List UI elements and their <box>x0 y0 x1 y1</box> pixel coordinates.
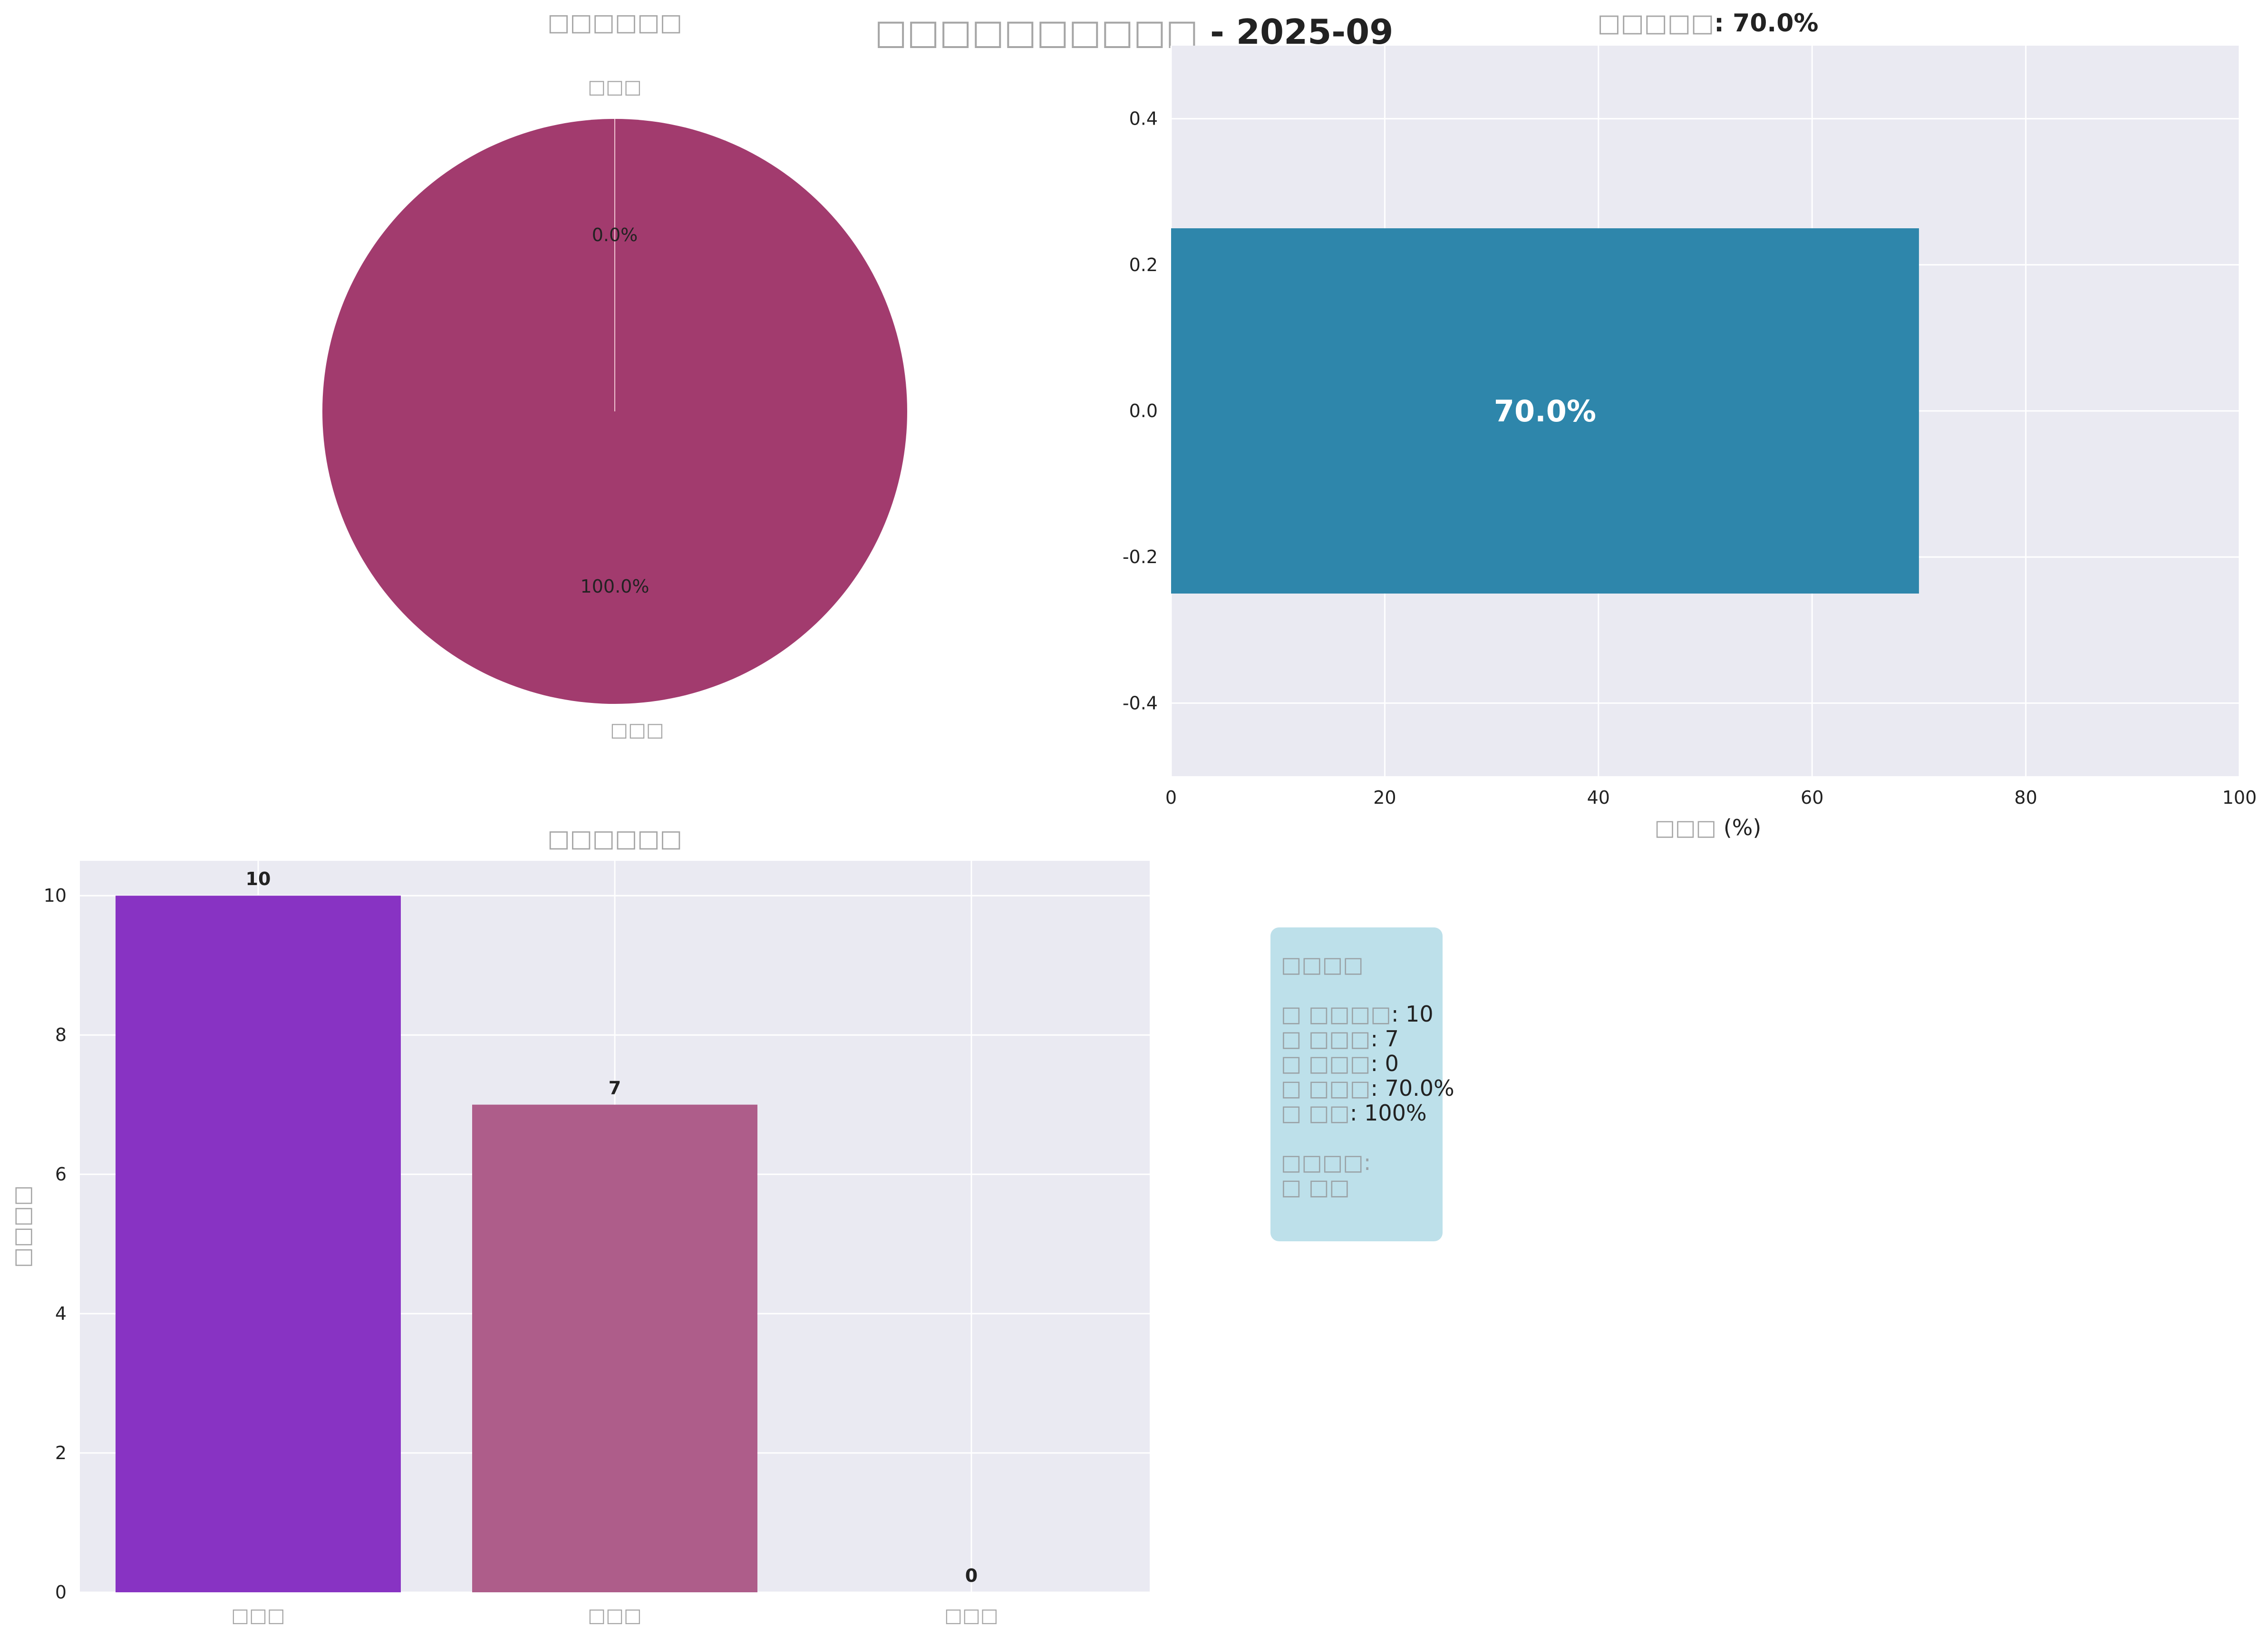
figure-title: □□□□□□□□□□ - 2025-09 <box>875 12 1394 52</box>
hbar-title: □□□□□: 70.0% <box>1598 9 1819 38</box>
vbar-bar-1 <box>116 896 401 1592</box>
vbar-ylabel: □□□□ <box>9 1185 35 1268</box>
stats-section-item: □ □□ <box>1281 1174 1350 1200</box>
vbar-ytick-label: 10 <box>44 885 67 906</box>
hbar-ytick-label: -0.2 <box>1123 546 1158 567</box>
hbar-ytick-label: 0.4 <box>1129 108 1158 129</box>
stats-line-1: □ □□□□: 10 <box>1281 1001 1434 1027</box>
stats-section-title: □□□□: <box>1281 1150 1371 1175</box>
hbar-xtick-label: 80 <box>2014 787 2037 808</box>
statistics-summary-box: □□□□ □ □□□□: 10 □ □□□: 7 □ □□□: 0 □ □□□:… <box>1270 927 1454 1241</box>
pie-label-2: □□□ <box>610 719 664 741</box>
stats-title: □□□□ <box>1281 952 1364 977</box>
pie-title: □□□□□□ <box>547 9 682 36</box>
vbar-category-label-1: □□□ <box>231 1605 285 1627</box>
vbar-ytick-label: 2 <box>55 1442 67 1463</box>
vbar-category-label-3: □□□ <box>944 1605 998 1627</box>
pie-pct-label-2: 100.0% <box>581 576 649 597</box>
vbar-ytick-label: 6 <box>55 1164 67 1185</box>
vbar-ytick-label: 4 <box>55 1303 67 1324</box>
hbar-xtick-label: 0 <box>1165 787 1177 808</box>
vbar-value-label-2: 7 <box>609 1078 621 1099</box>
stats-line-4: □ □□□: 70.0% <box>1281 1075 1454 1101</box>
pie-chart: □□□□□□ □□□ □□□ 0.0% 100.0% <box>322 9 907 741</box>
hbar-xtick-label: 60 <box>1801 787 1823 808</box>
hbar-ytick-label: -0.4 <box>1123 692 1158 713</box>
pie-label-1: □□□ <box>588 76 641 98</box>
pie-pct-label-1: 0.0% <box>592 224 638 245</box>
vbar-category-label-2: □□□ <box>588 1605 641 1627</box>
vbar-ytick-label: 8 <box>55 1024 67 1045</box>
hbar-bar-value-label: 70.0% <box>1494 394 1596 429</box>
vbar-title: □□□□□□ <box>547 825 682 852</box>
vbar-value-label-3: 0 <box>965 1565 978 1586</box>
hbar-xtick-label: 40 <box>1587 787 1610 808</box>
vbar-ytick-label: 0 <box>55 1582 67 1603</box>
hbar-ytick-label: 0.2 <box>1129 254 1158 275</box>
hbar-bar <box>1171 228 1919 594</box>
stats-line-5: □ □□: 100% <box>1281 1100 1427 1126</box>
stats-line-2: □ □□□: 7 <box>1281 1026 1399 1052</box>
hbar-xlabel: □□□ (%) <box>1655 815 1762 840</box>
vbar-bar-2 <box>472 1104 757 1592</box>
stats-line-3: □ □□□: 0 <box>1281 1051 1399 1076</box>
hbar-xtick-label: 20 <box>1373 787 1396 808</box>
hbar-ytick-label: 0.0 <box>1129 400 1158 421</box>
vbar-value-label-1: 10 <box>246 868 271 889</box>
completion-rate-chart: □□□□□: 70.0% 70.0% 0 20 40 60 80 100 0.4 0.2 0.… <box>1123 9 2257 840</box>
hbar-xtick-label: 100 <box>2222 787 2257 808</box>
